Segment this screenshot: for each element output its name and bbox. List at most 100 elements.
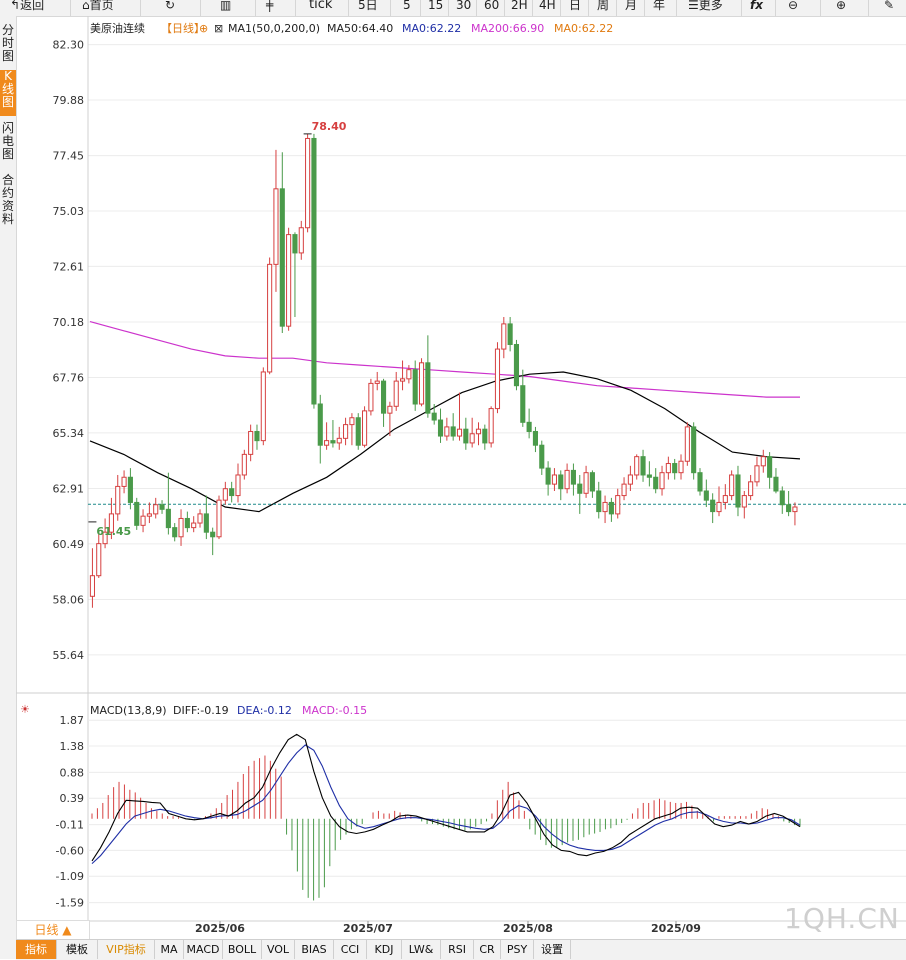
kline-period-selector[interactable]: 日线 ▲ (16, 920, 90, 940)
kline-chart-svg[interactable]: 82.30 79.88 77.45 75.03 72.61 70.18 67.76 65.34… (16, 16, 906, 941)
low-annotation: 61.45 (96, 525, 131, 538)
tab-settings[interactable]: 设置 (534, 940, 571, 959)
tab-cci[interactable]: CCI (334, 940, 367, 959)
candle-body (653, 476, 659, 490)
candle-body (760, 456, 766, 467)
back-button[interactable]: ↰返回 (10, 0, 45, 12)
candle-body (678, 460, 684, 474)
macd-tick-label: -1.09 (56, 870, 84, 883)
macd-tick-label: -1.59 (56, 897, 84, 910)
bar-chart-button[interactable]: ▥ (220, 0, 231, 15)
macd-tick-label: -0.60 (56, 844, 84, 857)
tab-vol[interactable]: VOL (262, 940, 295, 959)
toolbar-divider (70, 0, 71, 16)
tab-lw[interactable]: LW& (402, 940, 441, 959)
date-tick-label: 2025/09 (651, 922, 701, 935)
toolbar-divider (560, 0, 561, 16)
candle-body (551, 474, 557, 485)
tab-boll[interactable]: BOLL (223, 940, 262, 959)
candle-body (362, 410, 368, 446)
home-button[interactable]: ⌂首页 (82, 0, 114, 12)
tab-bias[interactable]: BIAS (295, 940, 334, 959)
candle-body (596, 490, 602, 513)
candle-body (621, 483, 627, 497)
candle-body (691, 426, 697, 474)
indicator-tab-bar: 指标 模板 VIP指标 MA MACD BOLL VOL BIAS CCI KD… (16, 939, 906, 960)
candle-body (754, 465, 760, 483)
candle-body (317, 403, 323, 446)
candle-body (393, 380, 399, 407)
tick-button[interactable]: tick (309, 0, 333, 12)
period-5day-button[interactable]: 5日 (358, 0, 378, 12)
tab-macd[interactable]: MACD (184, 940, 223, 959)
price-tick-label: 67.76 (53, 371, 85, 384)
toolbar-divider (140, 0, 141, 16)
moving-average-lines (88, 321, 906, 513)
draw-button[interactable]: ✎ (884, 0, 894, 15)
toolbar-divider (295, 0, 296, 16)
candle-body (431, 412, 437, 421)
refresh-button[interactable]: ↻ (165, 0, 175, 15)
period-month-button[interactable]: 月 (625, 0, 638, 12)
period-15min-button[interactable]: 15 (428, 0, 444, 12)
period-year-button[interactable]: 年 (653, 0, 666, 12)
toolbar-divider (255, 0, 256, 16)
period-5min-button[interactable]: 5 (403, 0, 411, 12)
candle-body (710, 499, 716, 513)
macd-tick-label: 0.88 (60, 766, 85, 779)
candle-body (108, 513, 114, 533)
tab-kdj[interactable]: KDJ (367, 940, 402, 959)
more-button[interactable]: ☰更多 (688, 0, 723, 12)
tab-vip-indicator[interactable]: VIP指标 (98, 940, 155, 959)
tab-timeshare[interactable]: 分时图 (1, 23, 14, 63)
toolbar-divider (868, 0, 869, 16)
candle-body (703, 490, 709, 501)
tab-contract-info[interactable]: 合约资料 (1, 173, 14, 226)
period-60min-button[interactable]: 60 (484, 0, 500, 12)
tab-lightning[interactable]: 闪电图 (1, 121, 14, 161)
candle-body (412, 369, 418, 405)
candlestick-button[interactable]: ╪ (266, 0, 273, 15)
macd-panel (91, 733, 801, 901)
zoom-in-button[interactable]: ⊕ (836, 0, 846, 15)
toolbar-divider (741, 0, 742, 16)
tab-ma[interactable]: MA (155, 940, 184, 959)
tab-indicator[interactable]: 指标 (16, 940, 57, 959)
zoom-out-button[interactable]: ⊖ (788, 0, 798, 15)
candle-body (140, 515, 146, 526)
macd-settings-icon[interactable]: ☀ (20, 703, 30, 716)
candle-body (615, 495, 621, 515)
price-tick-label: 65.34 (53, 427, 85, 440)
refresh-icon: ↻ (165, 0, 176, 12)
period-day-button[interactable]: 日 (569, 0, 582, 12)
candle-body (767, 456, 773, 478)
candle-body (305, 137, 311, 229)
symbol-name: 美原油连续 (90, 21, 145, 35)
candle-body (501, 323, 507, 350)
tab-cr[interactable]: CR (474, 940, 501, 959)
tab-template[interactable]: 模板 (57, 940, 98, 959)
macd-tick-label: -0.11 (56, 819, 84, 832)
period-30min-button[interactable]: 30 (456, 0, 472, 12)
settings-gear-icon[interactable]: ⊕ (199, 22, 208, 35)
date-tick-label: 2025/07 (343, 922, 393, 935)
macd-dea: DEA:-0.12 (237, 704, 292, 717)
period-4h-button[interactable]: 4H (539, 0, 556, 12)
candle-body (165, 508, 171, 529)
formula-button[interactable]: fx (750, 0, 763, 15)
candle-body (330, 440, 336, 444)
toolbar-divider (775, 0, 776, 16)
ma200-line (89, 321, 800, 398)
tab-psy[interactable]: PSY (501, 940, 534, 959)
ma200-value: MA200:66.90 (471, 22, 544, 35)
candle-body (286, 234, 292, 327)
macd-tick-label: 0.39 (60, 792, 85, 805)
period-week-button[interactable]: 周 (597, 0, 610, 12)
tab-rsi[interactable]: RSI (441, 940, 474, 959)
period-2h-button[interactable]: 2H (511, 0, 528, 12)
price-annotations: 78.40 61.45 (88, 120, 347, 538)
top-toolbar: ↰返回 ⌂首页 ↻ ▥ ╪ tick 5日 5 15 30 60 2H 4H 日… (0, 0, 906, 17)
toolbar-divider (588, 0, 589, 16)
candlesticks (89, 133, 798, 608)
